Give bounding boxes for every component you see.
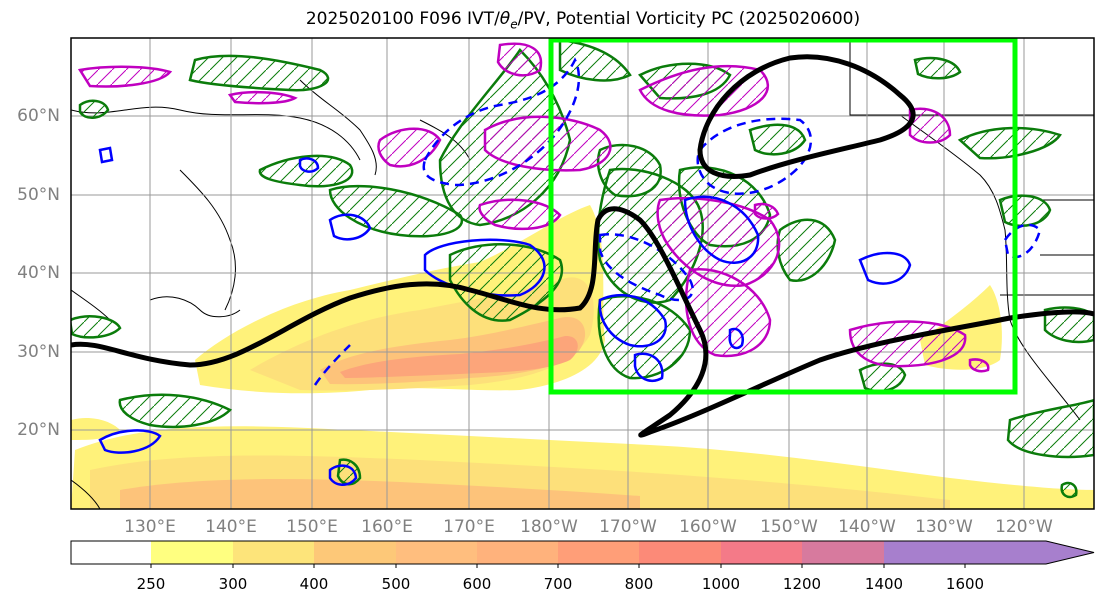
- map-title: 2025020100 F096 IVT/θe/PV, Potential Vor…: [305, 9, 861, 32]
- colorbar: [70, 540, 1095, 568]
- colorbar-tick-label: 1400: [864, 575, 904, 593]
- colorbar-outline: [70, 540, 1095, 565]
- lon-label: 150°E: [286, 517, 338, 537]
- colorbar-tick-label: 1600: [945, 575, 985, 593]
- lon-label: 160°E: [361, 517, 413, 537]
- colorbar-tick-label: 600: [462, 575, 492, 593]
- magenta-contours: [77, 42, 990, 373]
- lon-label: 130°E: [124, 517, 176, 537]
- colorbar-bin: [396, 541, 477, 564]
- colorbar-tick-label: 1200: [782, 575, 822, 593]
- colorbar-extend-arrow: [965, 541, 1094, 564]
- lat-label: 20°N: [17, 420, 60, 440]
- colorbar-bin: [639, 541, 721, 564]
- colorbar-bin: [802, 541, 884, 564]
- colorbar-bin: [884, 541, 965, 564]
- ivt-shading: [71, 205, 1094, 509]
- colorbar-tick-label: 250: [136, 575, 166, 593]
- region-box: [548, 38, 1018, 395]
- lon-label: 180°W: [520, 517, 578, 537]
- lon-label: 170°W: [599, 517, 657, 537]
- lon-label: 140°E: [205, 517, 257, 537]
- colorbar-tick-label: 700: [543, 575, 573, 593]
- blue-contours: [98, 146, 912, 486]
- lat-label: 50°N: [17, 185, 60, 205]
- colorbar-tick-label: 800: [624, 575, 654, 593]
- colorbar-tick-label: 1000: [701, 575, 741, 593]
- lat-label: 30°N: [17, 342, 60, 362]
- lon-label: 160°W: [679, 517, 737, 537]
- colorbar-tick-label: 400: [299, 575, 329, 593]
- colorbar-tick-label: 300: [218, 575, 248, 593]
- lon-label: 170°E: [443, 517, 495, 537]
- map-frame: [70, 37, 1095, 510]
- black-contour: [71, 54, 1094, 438]
- colorbar-bin: [558, 541, 639, 564]
- lat-label: 60°N: [17, 106, 60, 126]
- lon-label: 120°W: [995, 517, 1053, 537]
- lon-label: 150°W: [760, 517, 818, 537]
- lat-label: 40°N: [17, 263, 60, 283]
- colorbar-bin: [477, 541, 558, 564]
- colorbar-bin: [314, 541, 396, 564]
- colorbar-bin: [721, 541, 802, 564]
- lon-label: 140°W: [838, 517, 896, 537]
- colorbar-tick-label: 500: [381, 575, 411, 593]
- lon-label: 130°W: [915, 517, 973, 537]
- colorbar-bin: [71, 541, 151, 564]
- colorbar-bin: [233, 541, 314, 564]
- colorbar-bin: [151, 541, 233, 564]
